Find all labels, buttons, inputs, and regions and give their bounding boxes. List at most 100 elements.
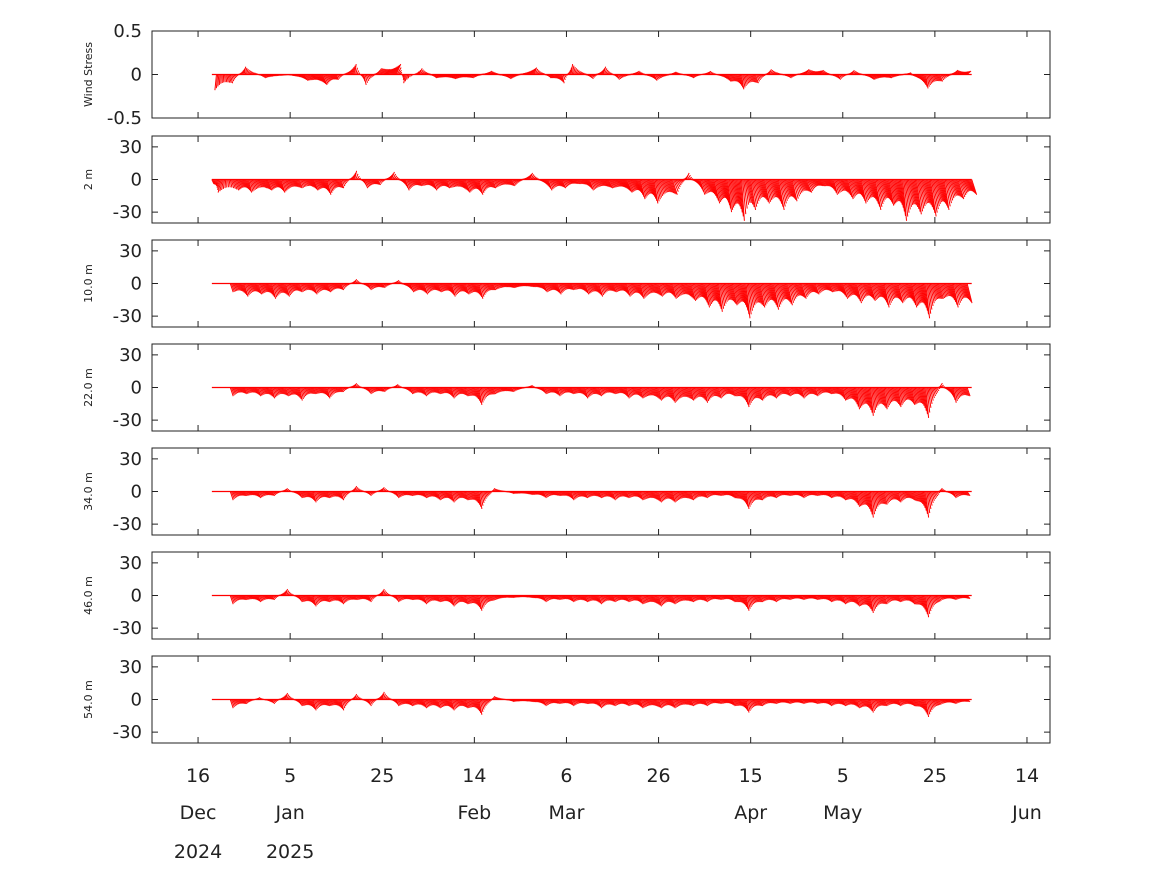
- stick-mark: [352, 65, 356, 75]
- stick-mark: [726, 699, 730, 704]
- stick-mark: [774, 72, 778, 75]
- stick-mark: [909, 283, 915, 303]
- stick-mark: [615, 387, 620, 394]
- stick-mark: [557, 387, 562, 396]
- stick-mark: [579, 72, 584, 75]
- stick-mark: [433, 74, 439, 79]
- stick-mark: [587, 491, 592, 497]
- stick-mark: [434, 699, 439, 707]
- stick-mark: [783, 491, 788, 496]
- stick-mark: [609, 699, 614, 706]
- stick-mark: [708, 179, 716, 195]
- stick-mark: [829, 179, 835, 190]
- stick-mark: [286, 179, 291, 188]
- stick-mark: [547, 491, 552, 496]
- stick-mark: [408, 387, 413, 393]
- stick-mark: [746, 387, 751, 405]
- stick-mark: [450, 491, 455, 503]
- stick-mark: [913, 491, 918, 502]
- stick-mark: [486, 491, 490, 496]
- stick-mark: [278, 387, 283, 395]
- stick-mark: [680, 699, 684, 705]
- stick-mark: [519, 699, 523, 702]
- stick-mark: [339, 491, 344, 500]
- stick-mark: [571, 595, 576, 602]
- stick-series-5: [229, 588, 971, 618]
- stick-mark: [914, 179, 921, 212]
- stick-mark: [236, 491, 241, 497]
- stick-mark: [892, 74, 896, 77]
- stick-mark: [769, 595, 774, 601]
- stick-mark: [836, 491, 841, 497]
- stick-mark: [818, 283, 823, 292]
- stick-mark: [319, 387, 324, 394]
- ytick-label: 0: [131, 65, 142, 86]
- stick-mark: [888, 595, 893, 602]
- stick-mark: [909, 699, 913, 706]
- stick-mark: [813, 699, 818, 704]
- stick-mark: [254, 283, 259, 293]
- stick-mark: [856, 179, 863, 196]
- stick-mark: [509, 595, 514, 599]
- stick-mark: [708, 491, 713, 496]
- stick-mark: [312, 387, 317, 395]
- stick-mark: [897, 179, 903, 205]
- stick-mark: [793, 387, 798, 395]
- stick-mark: [582, 387, 586, 397]
- stick-mark: [650, 699, 654, 706]
- stick-mark: [811, 179, 818, 187]
- stick-mark: [842, 595, 847, 605]
- stick-mark: [589, 491, 593, 497]
- stick-mark: [904, 699, 909, 705]
- stick-mark: [440, 595, 445, 602]
- stick-mark: [658, 74, 663, 78]
- stick-mark: [450, 699, 455, 711]
- stick-mark: [485, 387, 490, 396]
- stick-mark: [615, 179, 622, 187]
- stick-mark: [528, 491, 532, 495]
- stick-mark: [328, 283, 334, 291]
- stick-mark: [481, 491, 486, 501]
- stick-mark: [913, 179, 920, 210]
- stick-mark: [464, 595, 469, 605]
- stick-mark: [938, 179, 946, 203]
- stick-mark: [780, 179, 787, 204]
- stick-mark: [781, 387, 786, 395]
- stick-mark: [429, 491, 433, 497]
- stick-mark: [613, 283, 619, 292]
- stick-mark: [287, 695, 291, 700]
- stick-mark: [864, 179, 871, 199]
- stick-mark: [425, 491, 430, 498]
- stick-mark: [317, 74, 323, 82]
- stick-mark: [937, 595, 942, 602]
- stick-mark: [932, 283, 937, 300]
- stick-mark: [796, 283, 803, 296]
- stick-mark: [629, 491, 634, 498]
- stick-mark: [788, 74, 793, 78]
- stick-mark: [945, 179, 952, 204]
- stick-mark: [412, 491, 417, 496]
- stick-mark: [365, 283, 370, 288]
- stick-mark: [766, 699, 771, 704]
- stick-mark: [724, 387, 729, 395]
- stick-mark: [907, 491, 912, 499]
- stick-mark: [448, 491, 453, 501]
- stick-mark: [704, 283, 710, 308]
- stick-mark: [492, 695, 496, 700]
- stick-mark: [438, 387, 443, 394]
- stick-mark: [266, 179, 273, 191]
- stick-mark: [662, 179, 669, 193]
- stick-mark: [369, 387, 373, 394]
- stick-mark: [767, 595, 772, 601]
- stick-mark: [579, 699, 584, 704]
- stick-mark: [799, 387, 804, 398]
- stick-mark: [780, 283, 786, 300]
- stick-mark: [472, 283, 478, 293]
- stick-mark: [816, 387, 821, 395]
- stick-mark: [883, 74, 888, 78]
- stick-mark: [478, 179, 484, 195]
- stick-mark: [441, 74, 447, 78]
- stick-mark: [656, 491, 661, 502]
- stick-mark: [872, 491, 877, 512]
- stick-mark: [247, 595, 251, 600]
